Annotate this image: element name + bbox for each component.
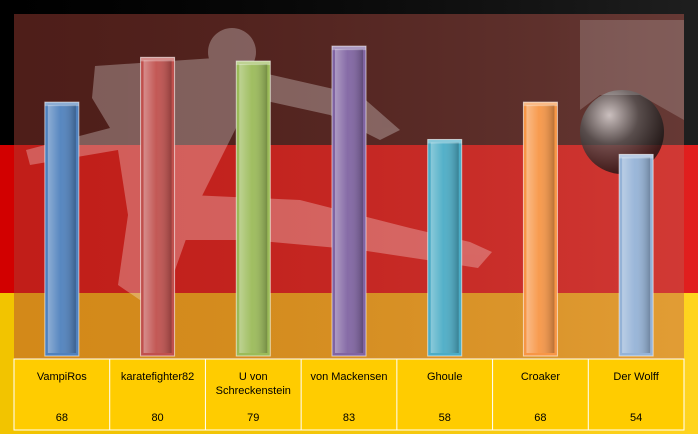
bar-1 — [44, 101, 80, 357]
category-label: Croaker — [521, 371, 560, 383]
category-label: U von Schreckenstein — [216, 371, 291, 397]
value-label: 83 — [343, 412, 355, 424]
bar-highlight — [239, 64, 268, 354]
value-label: 68 — [56, 412, 68, 424]
value-label: 80 — [151, 412, 163, 424]
bar-highlight — [430, 142, 459, 353]
table-background — [13, 358, 685, 431]
bar-highlight — [335, 49, 363, 354]
data-table: VampiRos 68 karatefighter82 80 U von Schrecke… — [13, 358, 685, 431]
value-label: 54 — [630, 412, 642, 424]
bar-2 — [140, 56, 176, 357]
bar-top-bevel — [332, 46, 366, 51]
bar-5 — [427, 138, 463, 357]
bar-top-bevel — [619, 154, 654, 159]
bar-6 — [522, 101, 558, 357]
bar-top-bevel — [427, 139, 462, 144]
category-label: Ghoule — [427, 371, 462, 383]
bar-3 — [235, 60, 271, 357]
bar-highlight — [622, 157, 651, 353]
bar-top-bevel — [140, 57, 175, 62]
category-label: VampiRos — [37, 371, 87, 383]
category-label: Der Wolff — [613, 371, 659, 383]
bar-top-bevel — [236, 61, 271, 66]
bar-top-bevel — [523, 102, 558, 107]
bar-4 — [331, 45, 367, 357]
bar-top-bevel — [44, 102, 79, 107]
bar-highlight — [47, 105, 76, 353]
category-label: karatefighter82 — [121, 371, 194, 383]
ball-frame-shape — [580, 20, 684, 120]
bar-7 — [618, 153, 654, 357]
value-label: 68 — [534, 412, 546, 424]
bar-highlight — [526, 105, 555, 353]
value-label: 58 — [439, 412, 451, 424]
bar-highlight — [143, 60, 172, 353]
bars-group — [44, 45, 654, 357]
soccer-ball-icon — [580, 90, 664, 174]
value-label: 79 — [247, 412, 259, 424]
category-label: von Mackensen — [310, 371, 387, 383]
